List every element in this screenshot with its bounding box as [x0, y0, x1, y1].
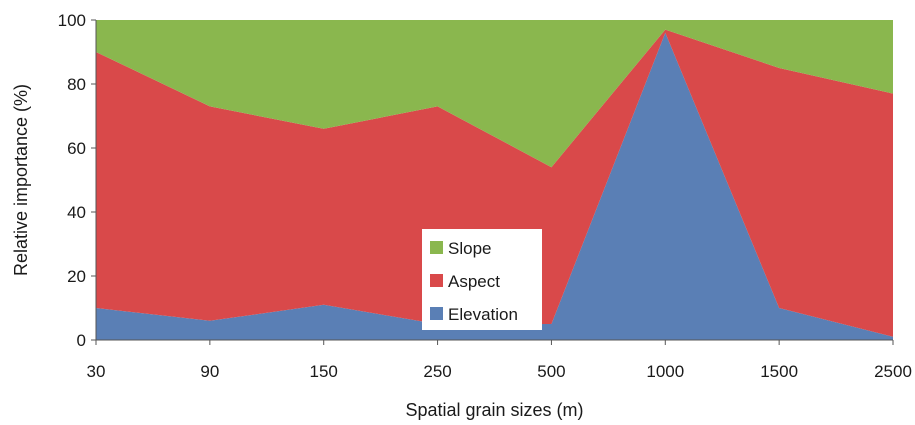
legend-label-aspect: Aspect	[448, 272, 500, 291]
legend-swatch-aspect	[430, 274, 443, 287]
legend-label-elevation: Elevation	[448, 305, 518, 324]
x-tick-label: 90	[200, 362, 219, 381]
legend-label-slope: Slope	[448, 239, 491, 258]
x-tick-label: 30	[87, 362, 106, 381]
x-tick-labels: 30 90 150 250 500 1000 1500 2500	[87, 340, 912, 381]
y-tick-label: 100	[58, 11, 86, 30]
legend-swatch-elevation	[430, 307, 443, 320]
x-axis-title: Spatial grain sizes (m)	[405, 400, 583, 420]
y-tick-label: 40	[67, 203, 86, 222]
axes	[95, 20, 893, 341]
y-tick-label: 60	[67, 139, 86, 158]
x-tick-label: 250	[423, 362, 451, 381]
legend-swatch-slope	[430, 241, 443, 254]
y-tick-label: 80	[67, 75, 86, 94]
x-tick-label: 1500	[760, 362, 798, 381]
x-tick-label: 150	[310, 362, 338, 381]
y-tick-label: 20	[67, 267, 86, 286]
y-axis-title: Relative importance (%)	[11, 84, 31, 276]
legend: Slope Aspect Elevation	[422, 229, 542, 330]
y-tick-label: 0	[77, 331, 86, 350]
y-tick-labels: 0 20 40 60 80 100	[58, 11, 96, 350]
area-slope	[96, 20, 893, 168]
area-elevation	[96, 32, 893, 341]
area-aspect	[96, 29, 893, 337]
series-areas	[96, 20, 893, 341]
x-tick-label: 500	[537, 362, 565, 381]
x-tick-label: 1000	[646, 362, 684, 381]
x-tick-label: 2500	[874, 362, 912, 381]
